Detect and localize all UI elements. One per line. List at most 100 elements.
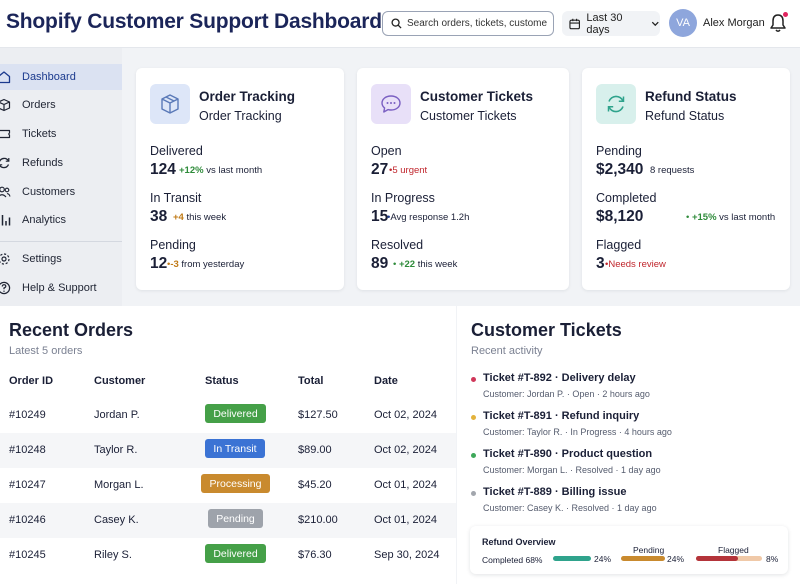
users-icon [0,186,11,198]
status-badge: Pending [208,509,263,528]
order-customer: Morgan L. [94,479,144,491]
column-header[interactable]: Order ID [9,375,54,387]
sidebar-item-label: Orders [22,99,56,111]
refund-completed-bar [553,556,591,561]
card-icon-tile [150,84,190,124]
status-badge: Delivered [205,544,266,563]
status-badge: Delivered [205,404,266,423]
ticket-title[interactable]: Ticket #T-892 · Delivery delay [483,372,636,384]
order-date: Oct 02, 2024 [374,409,437,421]
status-dot [471,453,476,458]
status-badge: In Transit [205,439,265,458]
notification-dot [783,12,788,17]
column-header[interactable]: Total [298,375,324,387]
refund-flagged-bar [696,556,738,561]
order-id[interactable]: #10247 [9,479,46,491]
avatar[interactable]: VA [669,9,697,37]
stat-delta: +4 [173,212,184,223]
list-item[interactable]: Ticket #T-891 · Refund inquiry Customer:… [471,410,791,444]
stat-delta: 5 urgent [392,165,428,176]
sidebar-item-label: Refunds [22,157,63,169]
recent-orders-panel: Recent Orders Latest 5 orders Order ID C… [0,306,456,584]
sidebar-item-help-support[interactable]: Help & Support [0,275,122,301]
stat-label: Delivered [150,144,203,158]
column-header[interactable]: Status [205,375,239,387]
refresh-icon [0,157,10,169]
stat-note: +4 this week [173,212,226,223]
ticket-icon [0,129,11,139]
refund-segment-pct: 24% [667,554,685,564]
order-id[interactable]: #10248 [9,444,46,456]
user-name[interactable]: Alex Morgan [703,17,765,29]
table-row[interactable]: #10245 Riley S. Delivered $76.30 Sep 30,… [0,538,456,573]
card-subtitle: Order Tracking [199,109,282,123]
stat-note: •Avg response 1.2h [387,212,470,223]
status-dot [471,377,476,382]
card-subtitle: Customer Tickets [420,109,517,123]
stat-value: 15 [371,208,389,225]
order-id[interactable]: #10246 [9,514,46,526]
order-total: $127.50 [298,409,338,421]
table-row[interactable]: #10249 Jordan P. Delivered $127.50 Oct 0… [0,398,456,433]
bell-icon[interactable] [768,12,788,34]
search-box[interactable] [382,11,554,36]
sidebar-item-analytics[interactable]: Analytics [0,207,122,233]
order-customer: Taylor R. [94,444,138,456]
ticket-title[interactable]: Ticket #T-889 · Billing issue [483,486,627,498]
chevron-down-icon [652,21,660,27]
column-header[interactable]: Customer [94,375,146,387]
date-range-label: Last 30 days [586,11,623,36]
search-input[interactable] [407,18,547,29]
stat-note: • +22 this week [393,259,458,270]
table-row[interactable]: #10246 Casey K. Pending $210.00 Oct 01, … [0,503,456,538]
stat-note: •5 urgent [389,165,428,176]
stat-value: 27 [371,161,389,178]
stat-label: Open [371,144,402,158]
sidebar-item-tickets[interactable]: Tickets [0,121,122,147]
list-item[interactable]: Ticket #T-890 · Product question Custome… [471,448,791,482]
stat-note: 8 requests [650,165,694,176]
stat-delta: Needs review [608,259,666,270]
card-title: Refund Status [645,89,737,104]
stat-value: 3 [596,255,605,272]
order-customer: Jordan P. [94,409,140,421]
calendar-icon [569,18,580,29]
stat-note-text: Avg response 1.2h [390,212,470,223]
order-total: $210.00 [298,514,338,526]
ticket-title[interactable]: Ticket #T-890 · Product question [483,448,653,460]
section-subtitle: Recent activity [471,345,543,357]
customer-tickets-card[interactable]: Customer Tickets Customer Tickets Open 2… [357,68,569,290]
order-id[interactable]: #10249 [9,409,46,421]
home-icon [0,71,11,84]
search-icon [391,18,402,29]
column-header[interactable]: Date [374,375,398,387]
card-icon-tile [371,84,411,124]
sidebar-item-customers[interactable]: Customers [0,179,122,205]
refund-segment-label: Flagged [718,545,749,555]
status-dot [471,415,476,420]
card-title: Customer Tickets [420,89,534,104]
stat-value: 89 [371,255,389,272]
sidebar-item-settings[interactable]: Settings [0,246,122,272]
sidebar-item-orders[interactable]: Orders [0,92,122,118]
sidebar-item-refunds[interactable]: Refunds [0,150,122,176]
refund-status-card[interactable]: Refund Status Refund Status Pending $2,3… [582,68,790,290]
order-id[interactable]: #10245 [9,549,46,561]
order-customer: Riley S. [94,549,132,561]
stat-value: 124 [150,161,176,178]
table-row[interactable]: #10247 Morgan L. Processing $45.20 Oct 0… [0,468,456,503]
sidebar-item-dashboard[interactable]: Dashboard [0,64,122,90]
ticket-title[interactable]: Ticket #T-891 · Refund inquiry [483,410,640,422]
list-item[interactable]: Ticket #T-892 · Delivery delay Customer:… [471,372,791,406]
card-title: Order Tracking [199,89,296,104]
sidebar-item-label: Tickets [22,128,57,140]
table-row[interactable]: #10248 Taylor R. In Transit $89.00 Oct 0… [0,433,456,468]
refund-overview-card[interactable]: Refund Overview Completed 68% 24% Pendin… [470,526,788,574]
date-range-button[interactable]: Last 30 days [562,11,660,36]
stat-note-text: vs last month [719,212,776,223]
order-tracking-card[interactable]: Order Tracking Order Tracking Delivered … [136,68,344,290]
stat-label: Completed [596,191,657,205]
list-item[interactable]: Ticket #T-889 · Billing issue Customer: … [471,486,791,520]
top-bar: Shopify Customer Support Dashboard Last … [0,0,800,48]
stat-note-text: from yesterday [181,259,245,270]
